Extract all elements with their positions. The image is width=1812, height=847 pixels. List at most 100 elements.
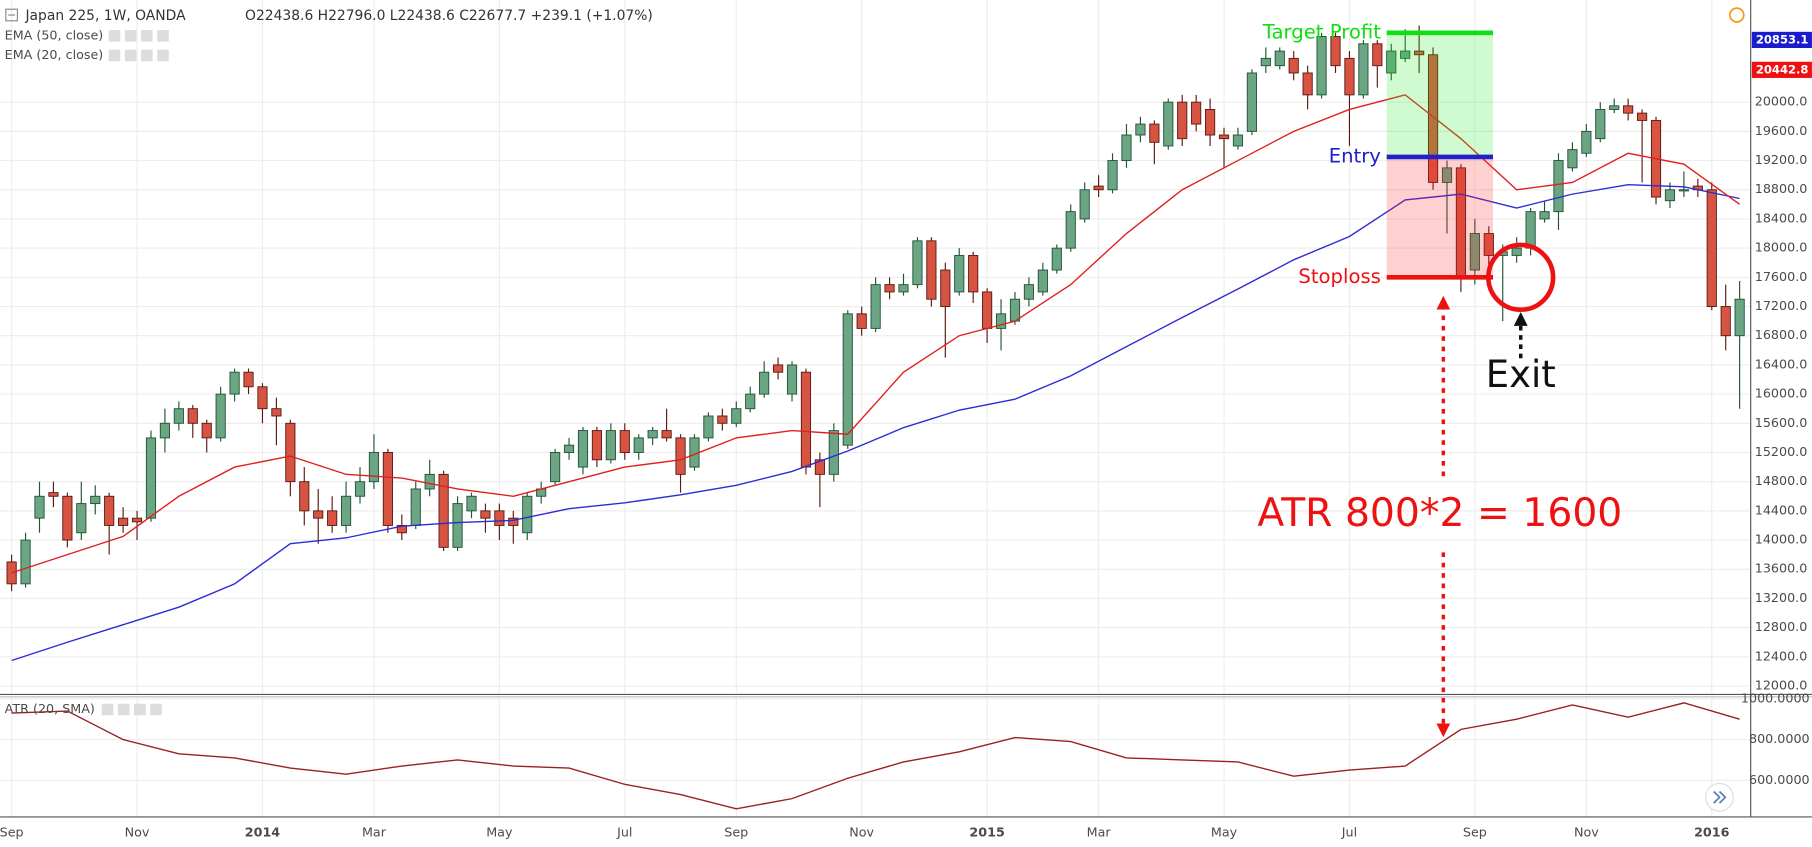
x-tick-label: Sep xyxy=(1463,825,1487,840)
alert-icon[interactable] xyxy=(1729,7,1745,23)
x-tick-label: Sep xyxy=(0,825,24,840)
candle-body xyxy=(619,430,630,453)
candle-body xyxy=(145,437,157,519)
candle-body xyxy=(884,284,895,293)
x-tick-label: Nov xyxy=(849,825,874,840)
y-tick-label: 800.0000 xyxy=(1749,731,1810,746)
y-tick-label: 16000.0 xyxy=(1755,386,1808,401)
y-tick-label: 18800.0 xyxy=(1755,181,1808,196)
collapse-icon[interactable] xyxy=(5,8,18,22)
atr-line xyxy=(11,702,1740,810)
candle-body xyxy=(1232,134,1244,147)
y-tick-label: 12000.0 xyxy=(1755,678,1808,693)
y-tick-label: 12400.0 xyxy=(1755,648,1808,663)
candle-body xyxy=(466,495,477,512)
candle-body xyxy=(1246,72,1257,132)
candle-body xyxy=(494,510,505,526)
candle-body xyxy=(1595,109,1606,140)
y-tick-label: 600.0000 xyxy=(1749,772,1810,787)
indicator-icons xyxy=(101,30,169,716)
candle-body xyxy=(563,444,575,453)
candle-body xyxy=(772,364,784,373)
candle-body xyxy=(118,517,129,526)
x-tick-label: May xyxy=(1211,825,1238,840)
y-tick-label: 18400.0 xyxy=(1755,210,1808,225)
y-tick-label: 14400.0 xyxy=(1755,502,1808,517)
y-tick-label: 19600.0 xyxy=(1755,123,1808,138)
axes: 12000.0 12400.0 12800.0 13200.0 13600.0 14000… xyxy=(0,31,1812,840)
candle-body xyxy=(898,284,909,293)
y-tick-label: 15600.0 xyxy=(1755,415,1808,430)
exit-circle xyxy=(1486,242,1556,312)
candle-body xyxy=(340,495,352,526)
candle-body xyxy=(1344,57,1355,96)
candle-body xyxy=(1706,189,1717,307)
y-tick-label: 15200.0 xyxy=(1755,444,1808,459)
candle-body xyxy=(1609,105,1620,110)
candle-body xyxy=(1288,57,1299,74)
candle-body xyxy=(285,422,296,483)
y-tick-label: 14000.0 xyxy=(1755,532,1808,547)
candle-body xyxy=(1623,105,1634,114)
candle-body xyxy=(187,408,198,424)
candle-body xyxy=(968,254,979,293)
candle-body xyxy=(1469,233,1480,271)
x-tick-label: 2016 xyxy=(1694,825,1730,840)
candle-body xyxy=(1414,50,1425,56)
candle-body xyxy=(591,430,603,461)
candle-body xyxy=(354,481,366,497)
level-label: Target Profit xyxy=(1262,20,1381,43)
candle-body xyxy=(90,495,101,505)
candle-body xyxy=(438,473,449,548)
candle-body xyxy=(1009,298,1021,322)
candle-body xyxy=(1372,43,1383,67)
axis-background xyxy=(1750,0,1812,847)
candle-body xyxy=(1511,247,1522,256)
candle-body xyxy=(1637,112,1648,121)
candle-body xyxy=(1149,123,1160,143)
candle-body xyxy=(522,495,533,534)
loss-zone xyxy=(1386,156,1494,278)
indicator-label: EMA (50, close) xyxy=(5,27,104,42)
ema-line xyxy=(11,183,1740,662)
x-tick-label: 2014 xyxy=(245,825,281,840)
level-label: Stoploss xyxy=(1298,265,1381,288)
candle-body xyxy=(452,503,463,548)
y-tick-label: 16800.0 xyxy=(1755,327,1808,342)
ema-line xyxy=(11,94,1741,574)
candle-body xyxy=(605,430,616,461)
x-tick-label: Mar xyxy=(362,825,387,840)
y-tick-label: 14800.0 xyxy=(1755,473,1808,488)
candle-body xyxy=(480,510,491,519)
candle-body xyxy=(424,473,435,490)
candle-body xyxy=(1037,269,1048,293)
y-tick-label: 16400.0 xyxy=(1755,356,1808,371)
x-tick-label: Jul xyxy=(1341,825,1357,840)
candle-body xyxy=(327,510,338,526)
candle-body xyxy=(34,495,45,519)
candle-body xyxy=(800,371,812,468)
x-tick-label: May xyxy=(486,825,513,840)
candle-body xyxy=(6,561,17,585)
candle-body xyxy=(1567,149,1578,169)
candle-body xyxy=(1330,36,1341,67)
candle-body xyxy=(675,437,686,475)
candle-body xyxy=(313,510,324,519)
candle-body xyxy=(995,313,1007,329)
candle-body xyxy=(201,422,212,439)
candle-body xyxy=(1664,189,1676,202)
candle-body xyxy=(131,517,143,523)
candle-body xyxy=(1358,43,1369,96)
y-tick-label: 20000.0 xyxy=(1755,94,1808,109)
marks xyxy=(6,25,1745,810)
y-tick-label: 18000.0 xyxy=(1755,240,1808,255)
candle-body xyxy=(1177,101,1188,140)
candle-body xyxy=(940,269,951,307)
candle-body xyxy=(173,408,184,424)
y-tick-label: 1000.0000 xyxy=(1741,690,1810,705)
candle-body xyxy=(842,313,853,446)
candle-body xyxy=(731,408,742,424)
candle-body xyxy=(1051,247,1062,271)
candle-body xyxy=(104,495,115,526)
